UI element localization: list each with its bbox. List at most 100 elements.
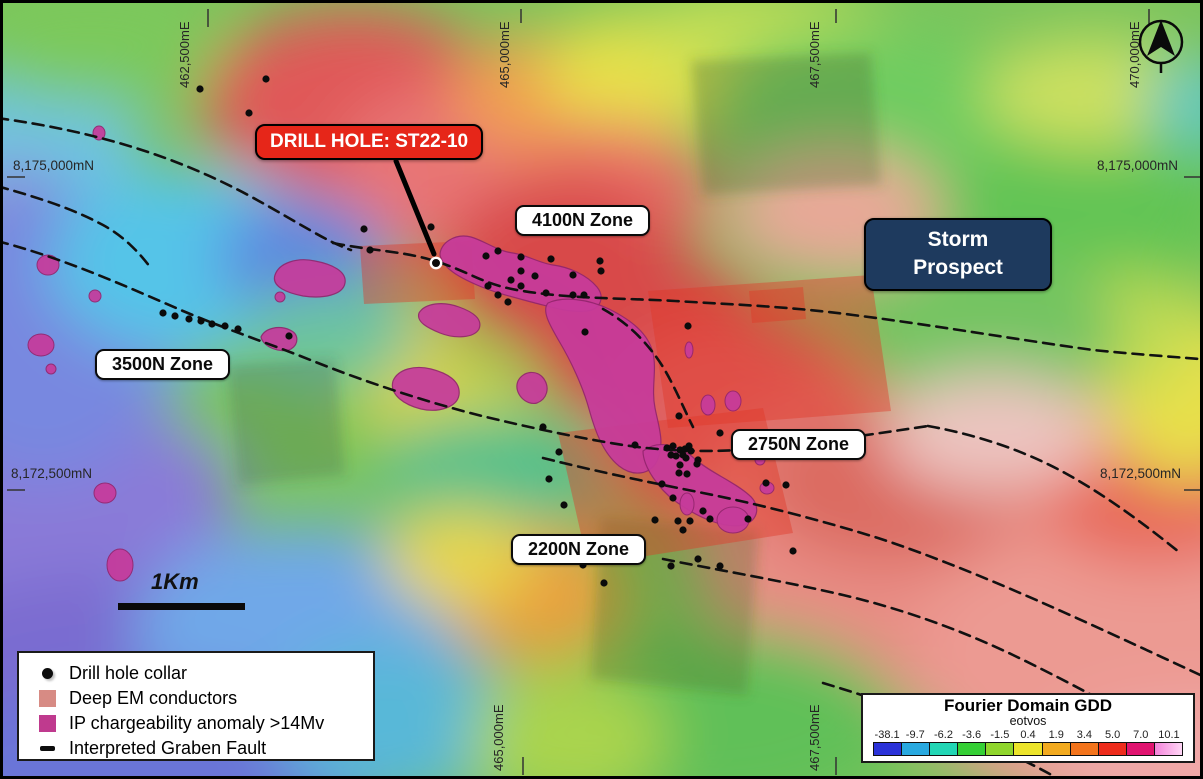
grid-label-right-8175000mN: 8,175,000mN <box>1096 158 1178 173</box>
graben-fault-line <box>926 424 1181 554</box>
drill-collar-dot <box>658 480 666 488</box>
drill-collar-dot <box>484 282 492 290</box>
drill-collar-dot <box>531 272 539 280</box>
drill-collar-dot <box>716 562 724 570</box>
color-scale-tick: 10.1 <box>1158 729 1180 741</box>
drill-collar-dot <box>679 526 687 534</box>
legend-label: Interpreted Graben Fault <box>69 738 267 758</box>
drill-collar-dot <box>517 282 525 290</box>
ip-anomaly-spot <box>724 390 742 412</box>
legend-label: IP chargeability anomaly >14Mv <box>69 713 325 733</box>
drill-collar-dot <box>171 312 179 320</box>
drill-collar-dot <box>716 429 724 437</box>
drill-collar-dot <box>159 309 167 317</box>
color-scale-tick: -6.2 <box>933 729 953 741</box>
drill-collar-legend-icon <box>39 668 69 679</box>
scale-bar-label: 1Km <box>151 569 199 594</box>
drill-collar-dot <box>581 328 589 336</box>
heatmap-color-blob <box>468 673 668 776</box>
drill-collar-dot <box>494 247 502 255</box>
heatmap-color-field <box>3 3 1200 776</box>
legend-label: Drill hole collar <box>69 663 188 683</box>
zone-label-2750N: 2750N Zone <box>731 429 867 460</box>
color-scale-ramp-cell <box>1154 743 1183 755</box>
drill-collar-dot <box>675 412 683 420</box>
drill-collar-dot <box>699 507 707 515</box>
drill-collar-dot <box>482 252 490 260</box>
ip-anomaly-spot <box>88 289 102 303</box>
drill-collar-dot <box>547 255 555 263</box>
north-arrow-icon <box>1138 19 1184 73</box>
graben-fault-line <box>541 456 1200 677</box>
drill-collar-dot <box>596 257 604 265</box>
drill-collar-dot <box>569 291 577 299</box>
drill-collar-dot <box>517 267 525 275</box>
drill-collar-dot <box>569 271 577 279</box>
drill-hole-callout: DRILL HOLE: ST22-10 <box>255 124 484 160</box>
color-scale-tick: 1.9 <box>1048 729 1064 741</box>
zone-label-4100N: 4100N Zone <box>515 205 651 236</box>
legend-row-graben-fault: Interpreted Graben Fault <box>39 736 373 761</box>
color-scale-tick: -1.5 <box>990 729 1010 741</box>
color-scale-ramp <box>873 742 1183 756</box>
ip-anomaly-spot <box>36 254 60 276</box>
color-scale-tick: 7.0 <box>1133 729 1149 741</box>
map-content-overlay <box>3 9 1200 776</box>
legend-row-ip-anomaly: IP chargeability anomaly >14Mv <box>39 711 373 736</box>
fault-legend-icon <box>39 746 69 751</box>
color-scale-ramp-cell <box>930 743 958 755</box>
drill-collar-dot <box>245 109 253 117</box>
drill-collar-dot <box>675 469 683 477</box>
drill-collar-dot <box>597 267 605 275</box>
drill-collar-dot <box>669 494 677 502</box>
drill-collar-dot <box>682 454 690 462</box>
color-scale-title: Fourier Domain GDD <box>943 696 1113 715</box>
color-scale-tick: 0.4 <box>1020 729 1036 741</box>
drill-collar-dot <box>560 501 568 509</box>
color-scale-ramp-cell <box>1042 743 1070 755</box>
ip-anomaly-legend-icon <box>39 715 69 732</box>
drill-collar-dot <box>285 332 293 340</box>
survey-outline-patch <box>691 53 881 195</box>
drill-collar-dot <box>687 447 695 455</box>
drill-collar-dot <box>686 517 694 525</box>
callout-leader-line <box>393 158 437 257</box>
gdd-heatmap-background <box>3 3 1200 776</box>
grid-label-top-465000mE: 465,000mE <box>497 21 512 89</box>
grid-label-right-8172500mN: 8,172,500mN <box>1099 466 1181 481</box>
prospect-label-line2: Prospect <box>913 256 1003 280</box>
drill-collar-dot <box>234 325 242 333</box>
heatmap-color-blob <box>243 283 423 383</box>
drill-collar-dot <box>366 246 374 254</box>
graben-fault-line <box>3 186 152 269</box>
zone-label-2200N: 2200N Zone <box>511 534 647 565</box>
drill-collar-dot <box>782 481 790 489</box>
legend-row-drill-collar: Drill hole collar <box>39 661 373 686</box>
drill-collar-dot <box>208 320 216 328</box>
drill-collar-dot <box>555 448 563 456</box>
drill-collar-dot <box>663 444 671 452</box>
ip-anomaly-spot <box>93 482 117 504</box>
ip-anomaly-spot <box>684 341 694 359</box>
grid-label-left-8175000mN: 8,175,000mN <box>13 158 95 173</box>
ip-anomaly-spot <box>700 394 716 416</box>
heatmap-color-blob <box>1143 58 1200 148</box>
heatmap-color-blob <box>983 38 1200 148</box>
ip-anomaly-spot <box>27 333 55 357</box>
drill-collar-dot <box>517 253 525 261</box>
drill-collar-dot <box>693 460 701 468</box>
color-scale-ramp-cell <box>1126 743 1154 755</box>
drill-collar-dot <box>684 322 692 330</box>
grid-label-left-8172500mN: 8,172,500mN <box>11 466 93 481</box>
scale-bar <box>118 603 245 610</box>
color-scale-ramp-cell <box>1098 743 1126 755</box>
color-scale-tick-labels: -38.1 -9.7 -6.2 -3.6 -1.5 0.4 1.9 3.4 5.0 7.0 10.1 <box>873 729 1183 741</box>
graben-fault-line <box>3 117 353 252</box>
drill-collar-dot <box>507 276 515 284</box>
color-scale-tick: 3.4 <box>1076 729 1093 741</box>
drill-collar-dot <box>262 75 270 83</box>
drill-collar-dot <box>667 451 675 459</box>
color-scale-tick: 5.0 <box>1104 729 1121 741</box>
map-label-layer: 462,500mE 465,000mE 467,500mE 470,000mE … <box>3 3 1200 776</box>
prospect-label-line1: Storm <box>927 228 989 251</box>
